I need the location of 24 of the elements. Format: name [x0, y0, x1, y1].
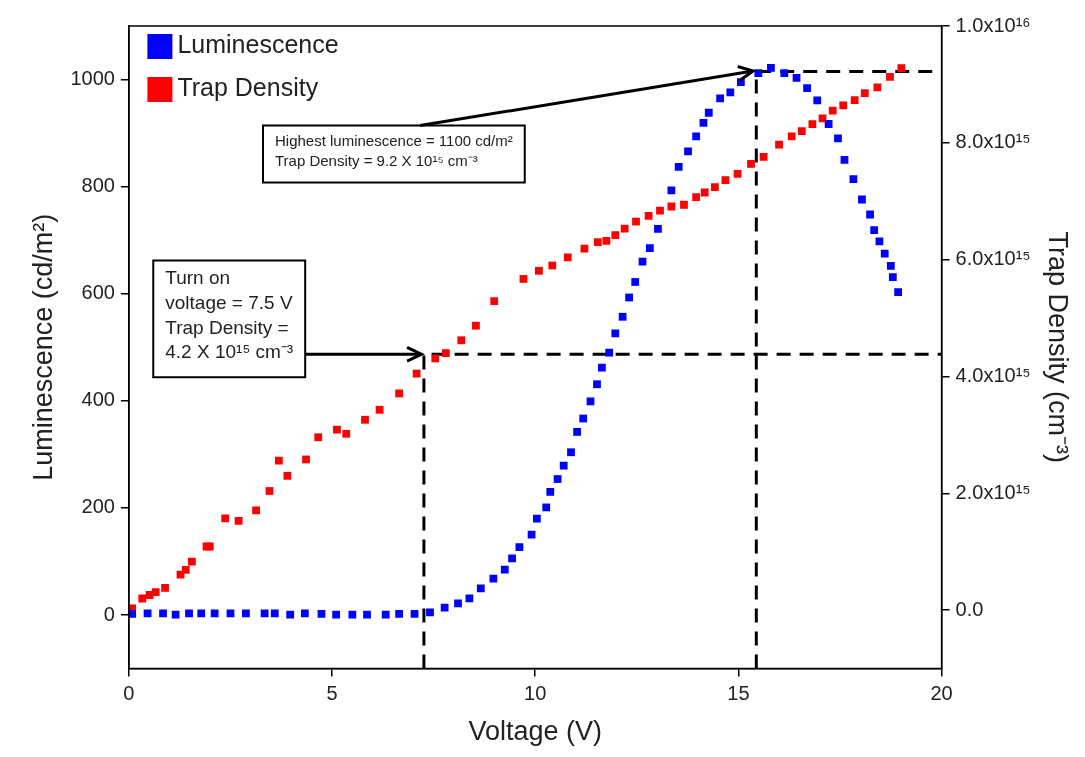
y2-tick-label: 2.0x10¹⁵ [955, 480, 1031, 503]
annotation: Highest luminescence = 1100 cd/m² Trap Density = 9.2 X 10¹⁵ cm⁻³ [274, 132, 513, 169]
y-tick-label: 0 [103, 602, 115, 625]
x-tick-label: 20 [930, 682, 953, 705]
y-tick-label: 400 [81, 388, 115, 411]
y2-tick-label: 1.0x10¹⁶ [955, 13, 1031, 36]
annotation: Turn on voltage = 7.5 V Trap Density = 4.2 X 10¹⁵ cm⁻³ [165, 267, 294, 363]
y2-axis-title: Trap Density (cm⁻³) [1043, 231, 1074, 464]
x-tick-label: 5 [326, 682, 338, 705]
y-tick-label: 1000 [70, 67, 115, 90]
x-tick-label: 0 [123, 682, 135, 705]
y2-tick-label: 6.0x10¹⁵ [955, 247, 1031, 270]
y2-tick-label: 4.0x10¹⁵ [955, 364, 1031, 387]
x-axis-title: Voltage (V) [468, 716, 603, 747]
legend-label: Trap Density [177, 73, 319, 102]
y-tick-label: 800 [81, 174, 115, 197]
y-tick-label: 200 [81, 495, 115, 518]
y-tick-label: 600 [81, 281, 115, 304]
legend-label: Luminescence [177, 30, 339, 59]
y2-tick-label: 8.0x10¹⁵ [955, 130, 1031, 153]
y2-tick-label: 0.0 [955, 597, 984, 620]
x-tick-label: 10 [524, 682, 547, 705]
x-tick-label: 15 [727, 682, 750, 705]
y-axis-title: Luminescence (cd/m²) [27, 213, 58, 481]
